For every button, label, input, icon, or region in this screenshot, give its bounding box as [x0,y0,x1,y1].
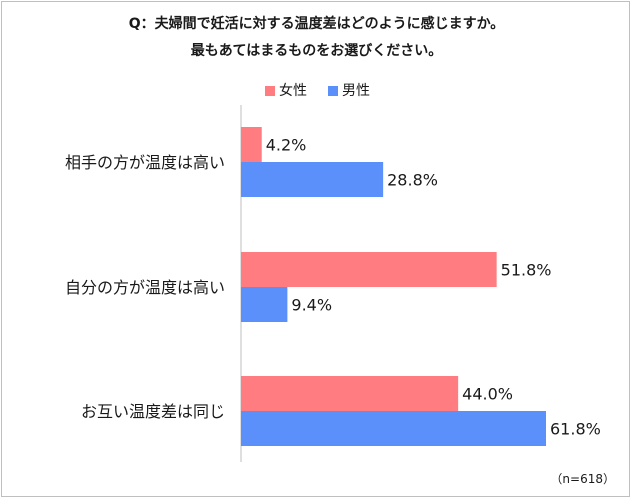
bar-male [241,411,546,446]
data-label-female: 4.2% [266,136,307,155]
chart-title-line1: Q：夫婦間で妊活に対する温度差はどのように感じますか。 [128,16,505,32]
category-label: お互い温度差は同じ [81,402,225,421]
bar-female [241,252,497,287]
sample-size-note: （n=618） [550,472,615,486]
data-label-male: 9.4% [291,296,332,315]
legend-label-male: 男性 [342,83,370,99]
category-label: 自分の方が温度は高い [65,278,225,297]
data-label-male: 28.8% [387,171,438,190]
legend-label-female: 女性 [279,82,307,99]
data-label-male: 61.8% [550,420,601,439]
data-label-female: 44.0% [462,385,513,404]
legend-swatch-female [265,86,275,96]
chart-title-line2: 最もあてはまるものをお選びください。 [190,43,443,59]
bar-female [241,376,459,411]
data-label-female: 51.8% [501,261,552,280]
category-label: 相手の方が温度は高い [65,153,225,172]
legend-swatch-male [328,86,338,96]
bar-male [241,287,288,322]
bar-male [241,162,384,197]
bar-female [241,127,262,162]
